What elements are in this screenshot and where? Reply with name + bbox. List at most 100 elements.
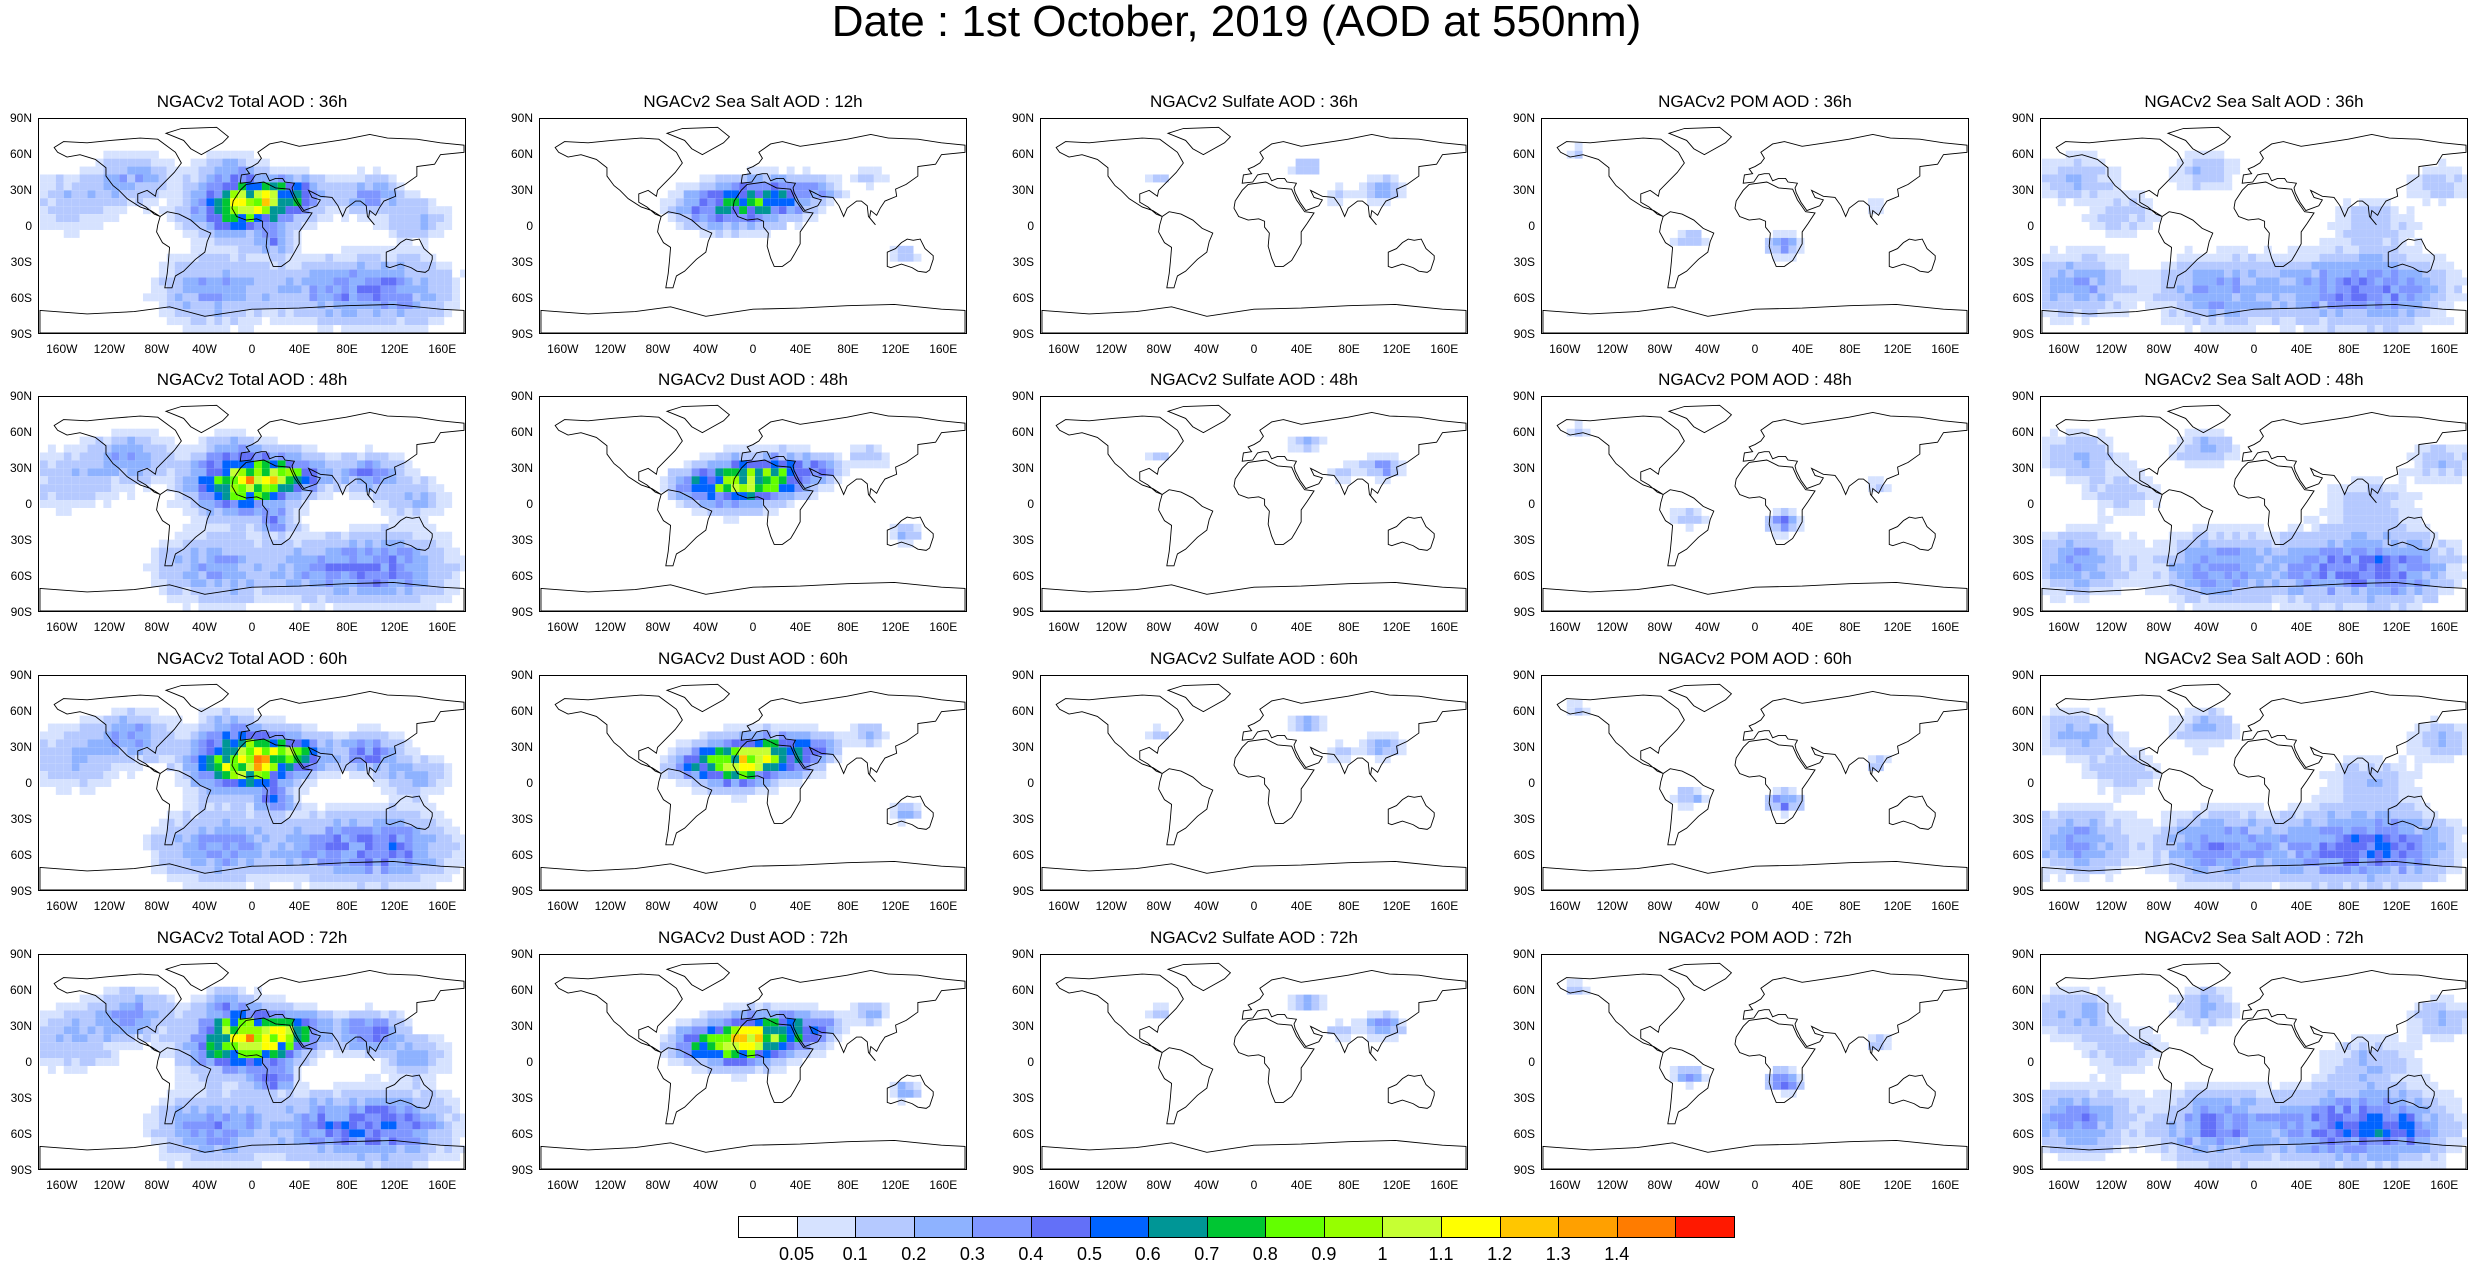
aod-map xyxy=(2041,955,2467,1169)
colorbar-swatch xyxy=(1031,1216,1091,1238)
lat-tick-label: 90S xyxy=(505,605,533,619)
lon-tick-label: 80W xyxy=(1134,899,1184,913)
lat-tick-label: 0 xyxy=(2006,497,2034,511)
lat-tick-label: 30N xyxy=(505,461,533,475)
aod-field xyxy=(1567,979,1892,1098)
lon-tick-label: 120W xyxy=(1086,620,1136,634)
lon-tick-label: 80W xyxy=(1134,1178,1184,1192)
lat-tick-label: 90N xyxy=(1507,947,1535,961)
coastlines xyxy=(1042,127,1466,333)
panel-title: NGACv2 Sulfate AOD : 60h xyxy=(1040,649,1468,669)
panel-title: NGACv2 Sea Salt AOD : 72h xyxy=(2040,928,2468,948)
aod-map xyxy=(39,676,465,890)
colorbar-swatch xyxy=(1090,1216,1150,1238)
lon-tick-label: 0 xyxy=(227,1178,277,1192)
lon-tick-label: 120E xyxy=(871,1178,921,1192)
lat-tick-label: 0 xyxy=(505,497,533,511)
aod-field xyxy=(1145,159,1407,207)
lat-tick-label: 90N xyxy=(2006,668,2034,682)
lon-tick-label: 80W xyxy=(633,899,683,913)
lon-tick-label: 40W xyxy=(2181,342,2231,356)
colorbar-swatch xyxy=(1207,1216,1267,1238)
lon-tick-label: 0 xyxy=(2229,899,2279,913)
colorbar-swatch xyxy=(972,1216,1032,1238)
lon-tick-label: 160W xyxy=(538,899,588,913)
lon-tick-label: 80E xyxy=(2324,620,2374,634)
lat-tick-label: 90S xyxy=(1006,1163,1034,1177)
lon-tick-label: 40W xyxy=(680,620,730,634)
aod-field xyxy=(660,1003,922,1106)
lat-tick-label: 30N xyxy=(4,461,32,475)
lat-tick-label: 30N xyxy=(1507,740,1535,754)
lon-tick-label: 120E xyxy=(1873,1178,1923,1192)
lon-tick-label: 0 xyxy=(728,342,778,356)
lon-tick-label: 80W xyxy=(132,899,182,913)
lat-tick-label: 90S xyxy=(4,1163,32,1177)
lon-tick-label: 80E xyxy=(322,1178,372,1192)
lat-tick-label: 0 xyxy=(505,1055,533,1069)
lon-tick-label: 120E xyxy=(370,899,420,913)
lat-tick-label: 0 xyxy=(1006,776,1034,790)
lat-tick-label: 0 xyxy=(4,219,32,233)
lon-tick-label: 120E xyxy=(1372,342,1422,356)
colorbar-label: 1.3 xyxy=(1533,1244,1583,1265)
lat-tick-label: 0 xyxy=(1507,497,1535,511)
panel-title: NGACv2 Sea Salt AOD : 12h xyxy=(539,92,967,112)
lon-tick-label: 120E xyxy=(2372,342,2422,356)
lon-tick-label: 80W xyxy=(1635,620,1685,634)
lon-tick-label: 0 xyxy=(1730,1178,1780,1192)
lat-tick-label: 60S xyxy=(1507,848,1535,862)
colorbar-swatch xyxy=(1441,1216,1501,1238)
panel-title: NGACv2 Dust AOD : 72h xyxy=(539,928,967,948)
lat-tick-label: 60N xyxy=(4,147,32,161)
map-frame xyxy=(539,396,967,612)
lat-tick-label: 0 xyxy=(505,776,533,790)
colorbar-swatch xyxy=(855,1216,915,1238)
lat-tick-label: 90N xyxy=(505,111,533,125)
lat-tick-label: 60S xyxy=(2006,1127,2034,1141)
lat-tick-label: 90S xyxy=(2006,605,2034,619)
lon-tick-label: 160W xyxy=(2039,1178,2089,1192)
lon-tick-label: 160E xyxy=(417,620,467,634)
panel-title: NGACv2 POM AOD : 60h xyxy=(1541,649,1969,669)
aod-map xyxy=(2041,119,2467,333)
lat-tick-label: 60S xyxy=(4,569,32,583)
aod-map xyxy=(1542,676,1968,890)
map-frame xyxy=(539,675,967,891)
lon-tick-label: 160E xyxy=(2419,342,2469,356)
lon-tick-label: 40E xyxy=(776,899,826,913)
lon-tick-label: 40W xyxy=(179,1178,229,1192)
aod-map xyxy=(2041,397,2467,611)
lat-tick-label: 60N xyxy=(1006,425,1034,439)
lat-tick-label: 60N xyxy=(505,147,533,161)
map-frame xyxy=(1040,675,1468,891)
lat-tick-label: 30N xyxy=(1006,740,1034,754)
lon-tick-label: 40W xyxy=(1181,620,1231,634)
lon-tick-label: 80E xyxy=(2324,342,2374,356)
lon-tick-label: 0 xyxy=(728,899,778,913)
lon-tick-label: 120W xyxy=(1587,899,1637,913)
lat-tick-label: 90S xyxy=(2006,884,2034,898)
lat-tick-label: 90S xyxy=(1507,327,1535,341)
lon-tick-label: 160E xyxy=(1419,620,1469,634)
lon-tick-label: 40E xyxy=(2277,342,2327,356)
colorbar-label: 0.2 xyxy=(889,1244,939,1265)
map-frame xyxy=(38,118,466,334)
lat-tick-label: 60N xyxy=(1507,983,1535,997)
map-frame xyxy=(2040,954,2468,1170)
lon-tick-label: 80E xyxy=(2324,899,2374,913)
lon-tick-label: 40E xyxy=(275,342,325,356)
map-frame xyxy=(1040,118,1468,334)
aod-map xyxy=(1041,955,1467,1169)
aod-field xyxy=(1145,995,1407,1043)
lat-tick-label: 90N xyxy=(1006,389,1034,403)
aod-map xyxy=(1041,676,1467,890)
lon-tick-label: 0 xyxy=(1730,342,1780,356)
aod-map xyxy=(540,955,966,1169)
lon-tick-label: 40E xyxy=(275,899,325,913)
lat-tick-label: 30S xyxy=(4,533,32,547)
lon-tick-label: 80E xyxy=(1825,620,1875,634)
lon-tick-label: 160E xyxy=(417,342,467,356)
lon-tick-label: 40W xyxy=(2181,620,2231,634)
lon-tick-label: 160E xyxy=(417,1178,467,1192)
